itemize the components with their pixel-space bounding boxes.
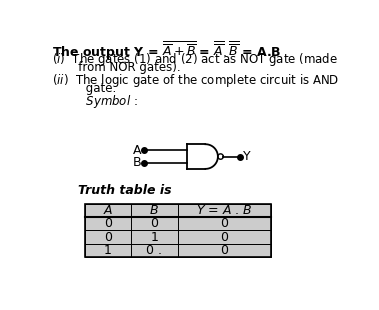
Text: 0: 0 (150, 217, 158, 230)
Text: $\mathit{Symbol}$ :: $\mathit{Symbol}$ : (52, 93, 138, 110)
Bar (85, 230, 271, 244)
Text: 0 .: 0 . (146, 244, 162, 257)
Text: The output Y = $\overline{\overline{A}+\overline{B}}$ = $\overline{\overline{A}}: The output Y = $\overline{\overline{A}+\… (52, 40, 282, 63)
Text: ($i$)  The gates (1) and (2) act as NOT gate (made: ($i$) The gates (1) and (2) act as NOT g… (52, 51, 338, 68)
Text: 0: 0 (220, 244, 228, 257)
Text: 0: 0 (220, 231, 228, 244)
Text: ($ii$)  The logic gate of the complete circuit is AND: ($ii$) The logic gate of the complete ci… (52, 72, 339, 89)
Text: B: B (133, 156, 141, 169)
Polygon shape (218, 154, 223, 159)
Text: $\it{A}$: $\it{A}$ (103, 204, 113, 217)
Text: $\it{B}$: $\it{B}$ (149, 204, 159, 217)
Text: from NOR gates).: from NOR gates). (52, 61, 181, 74)
Text: A: A (133, 144, 141, 157)
Bar (85, 217, 271, 230)
Text: 0: 0 (104, 231, 112, 244)
Text: 1: 1 (150, 231, 158, 244)
Text: Y: Y (243, 150, 250, 163)
Bar (85, 204, 271, 217)
Text: Truth table is: Truth table is (78, 184, 172, 197)
Bar (85, 204, 271, 257)
Text: 0: 0 (220, 217, 228, 230)
Text: 1: 1 (104, 244, 112, 257)
Text: gate.: gate. (52, 82, 116, 95)
Text: 0: 0 (104, 217, 112, 230)
Bar (85, 244, 271, 257)
Text: $\it{Y}$ = $\it{A}$ . $\it{B}$: $\it{Y}$ = $\it{A}$ . $\it{B}$ (196, 204, 252, 217)
